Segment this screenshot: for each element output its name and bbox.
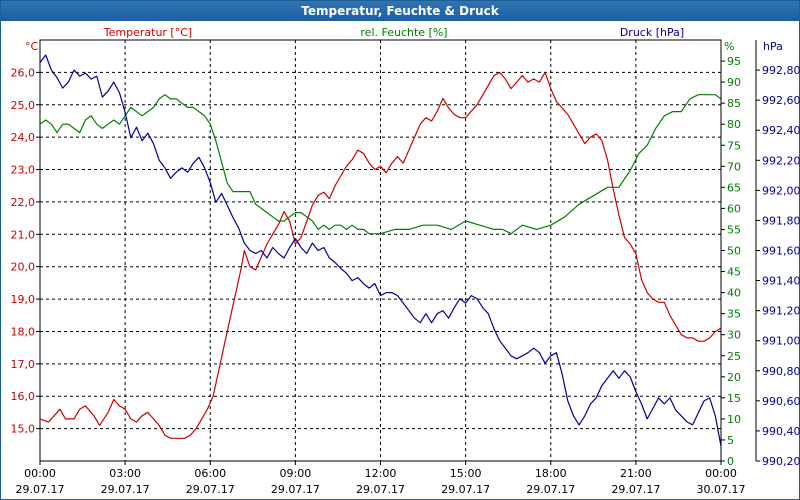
humidity-tick-label: 70 — [727, 160, 741, 173]
time-tick-label: 00:00 — [705, 467, 737, 480]
pressure-tick-label: 992,60 — [762, 94, 800, 107]
temperature-tick-label: 21,0 — [11, 228, 36, 241]
humidity-tick-label: 40 — [727, 287, 741, 300]
humidity-unit-label: % — [724, 40, 734, 53]
humidity-axis: 0 5 10 15 20 25 30 35 40 45 50 55 60 65 70 75 80 85 90 95% — [720, 40, 741, 468]
temperature-tick-label: 18,0 — [11, 325, 36, 338]
series-layer — [39, 54, 722, 447]
date-tick-label: 29.07.17 — [356, 483, 405, 496]
pressure-tick-label: 991,00 — [762, 335, 800, 348]
humidity-tick-label: 0 — [727, 455, 734, 468]
temperature-tick-label: 16,0 — [11, 390, 36, 403]
pressure-tick-label: 992,00 — [762, 184, 800, 197]
pressure-tick-label: 992,20 — [762, 154, 800, 167]
pressure-tick-label: 991,60 — [762, 245, 800, 258]
humidity-tick-label: 45 — [727, 266, 741, 279]
date-tick-label: 30.07.17 — [697, 483, 746, 496]
temperature-tick-label: 15,0 — [11, 423, 36, 436]
legend-entry-pressure: Druck [hPa] — [620, 26, 684, 39]
humidity-tick-label: 90 — [727, 76, 741, 89]
time-tick-label: 12:00 — [365, 467, 397, 480]
time-tick-label: 06:00 — [194, 467, 226, 480]
time-tick-label: 21:00 — [620, 467, 652, 480]
temperature-axis: 15,0 16,0 17,0 18,0 19,0 20,0 21,0 22,0 23,0 24,0… — [11, 40, 40, 436]
date-tick-label: 29.07.17 — [611, 483, 660, 496]
temperature-tick-label: 26,0 — [11, 66, 36, 79]
time-tick-label: 15:00 — [450, 467, 482, 480]
legend-entry-humidity: rel. Feuchte [%] — [360, 26, 447, 39]
temperature-unit-label: °C — [25, 40, 39, 53]
legend-entry-temperature: Temperatur [°C] — [103, 26, 192, 39]
window-title: Temperatur, Feuchte & Druck — [1, 1, 799, 21]
time-tick-label: 03:00 — [109, 467, 141, 480]
date-tick-label: 29.07.17 — [186, 483, 235, 496]
humidity-tick-label: 20 — [727, 371, 741, 384]
humidity-tick-label: 75 — [727, 139, 741, 152]
series-line-humidity — [39, 94, 722, 235]
humidity-tick-label: 85 — [727, 97, 741, 110]
humidity-tick-label: 35 — [727, 308, 741, 321]
humidity-tick-label: 60 — [727, 202, 741, 215]
humidity-tick-label: 50 — [727, 245, 741, 258]
legend: Temperatur [°C] rel. Feuchte [%] Druck [hP… — [103, 26, 684, 39]
temperature-tick-label: 22,0 — [11, 196, 36, 209]
humidity-tick-label: 25 — [727, 350, 741, 363]
pressure-tick-label: 990,60 — [762, 395, 800, 408]
temperature-tick-label: 25,0 — [11, 99, 36, 112]
humidity-tick-label: 15 — [727, 392, 741, 405]
pressure-tick-label: 991,80 — [762, 214, 800, 227]
date-tick-label: 29.07.17 — [271, 483, 320, 496]
date-tick-label: 29.07.17 — [441, 483, 490, 496]
pressure-unit-label: hPa — [763, 40, 783, 53]
pressure-tick-label: 992,40 — [762, 124, 800, 137]
pressure-tick-label: 990,40 — [762, 425, 800, 438]
humidity-tick-label: 10 — [727, 413, 741, 426]
humidity-tick-label: 80 — [727, 118, 741, 131]
temperature-tick-label: 23,0 — [11, 164, 36, 177]
temperature-tick-label: 17,0 — [11, 358, 36, 371]
pressure-tick-label: 991,20 — [762, 305, 800, 318]
humidity-tick-label: 65 — [727, 181, 741, 194]
pressure-tick-label: 990,20 — [762, 455, 800, 468]
time-tick-label: 18:00 — [535, 467, 567, 480]
series-line-temperature — [39, 71, 722, 439]
time-tick-label: 00:00 — [24, 467, 56, 480]
date-tick-label: 29.07.17 — [16, 483, 65, 496]
humidity-tick-label: 5 — [727, 434, 734, 447]
humidity-tick-label: 55 — [727, 223, 741, 236]
pressure-tick-label: 990,80 — [762, 365, 800, 378]
humidity-tick-label: 30 — [727, 329, 741, 342]
date-tick-label: 29.07.17 — [526, 483, 575, 496]
pressure-axis: 990,20 990,40 990,60 990,80 991,00 991,20 991,… — [755, 40, 800, 468]
series-line-pressure — [39, 54, 722, 447]
time-tick-label: 09:00 — [280, 467, 312, 480]
temperature-tick-label: 24,0 — [11, 131, 36, 144]
time-axis: 00:00 29.07.17 03:00 29.07.17 06:00 29.07.17 0… — [16, 461, 746, 496]
pressure-tick-label: 992,80 — [762, 64, 800, 77]
temperature-tick-label: 19,0 — [11, 293, 36, 306]
temperature-tick-label: 20,0 — [11, 261, 36, 274]
date-tick-label: 29.07.17 — [101, 483, 150, 496]
humidity-tick-label: 95 — [727, 55, 741, 68]
pressure-tick-label: 991,40 — [762, 275, 800, 288]
